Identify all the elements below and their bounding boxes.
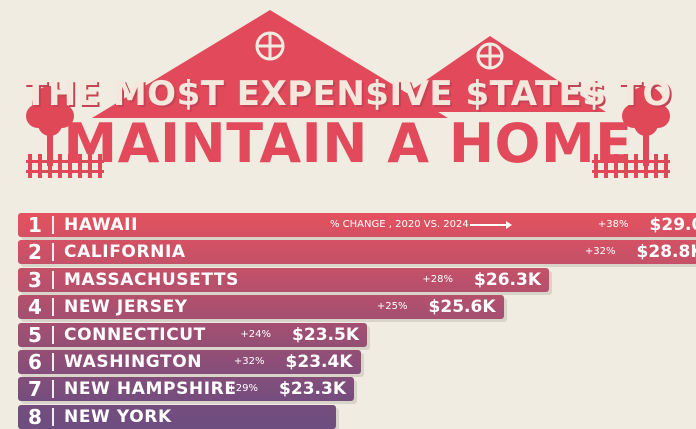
bar-value-label: $25.6K <box>428 297 496 318</box>
bar-divider <box>52 216 54 234</box>
bar-divider <box>52 270 54 289</box>
bar-rank: 1 <box>28 213 42 237</box>
arrow-icon <box>470 221 512 229</box>
bar-category-label: NEW HAMPSHIRE <box>64 379 237 400</box>
bar-change-label: +29% <box>227 383 258 395</box>
round-window-icon <box>476 42 504 70</box>
bar-category-label: HAWAII <box>64 215 139 235</box>
bar-rank: 3 <box>28 267 42 292</box>
bar-california: 2 CALIFORNIA $28.8K +32% <box>18 240 696 265</box>
fence-left <box>26 154 104 178</box>
bar-rank: 7 <box>28 377 42 402</box>
bar-value-label: $23.4K <box>285 352 353 372</box>
bar-category-label: CALIFORNIA <box>64 242 186 263</box>
right-roof <box>380 36 606 112</box>
left-roof-fill <box>108 20 432 110</box>
change-note: % CHANGE , 2020 VS. 2024 <box>330 219 469 230</box>
bar-category-label: MASSACHUSETTS <box>64 269 239 290</box>
bar-rank: 6 <box>28 350 42 374</box>
bar-change-label: +32% <box>584 246 616 258</box>
bar-washington: 6 WASHINGTON $23.4K +32% <box>18 350 361 374</box>
bar-rank: 4 <box>28 295 42 320</box>
bar-divider <box>52 407 54 426</box>
bar-divider <box>52 243 54 262</box>
bar-new-hampshire: 7 NEW HAMPSHIRE $23.3K +29% <box>18 377 354 402</box>
bar-category-label: NEW JERSEY <box>64 297 188 318</box>
bar-new-jersey: 4 NEW JERSEY $25.6K +25% <box>18 295 504 320</box>
bar-category-label: CONNECTICUT <box>64 324 206 345</box>
fence-right <box>592 154 670 178</box>
bar-divider <box>52 353 54 371</box>
bar-rank: 5 <box>28 322 42 347</box>
chart-title-line1: THE MO$T EXPEN$IVE $TATE$ TO <box>24 74 672 114</box>
tree-icon <box>26 86 74 166</box>
bar-change-label: +25% <box>376 301 408 313</box>
bar-new-york: 8 NEW YORK <box>18 404 336 429</box>
bar-change-label: +32% <box>233 356 265 367</box>
house-illustration <box>26 10 670 204</box>
bar-massachusetts: 3 MASSACHUSETTS $26.3K +28% <box>18 267 549 292</box>
bar-category-label: NEW YORK <box>64 406 172 427</box>
bar-divider <box>52 380 54 399</box>
tree-icon <box>622 86 670 166</box>
bar-divider <box>52 325 54 344</box>
bar-rank: 8 <box>28 404 42 429</box>
chart-title-line2: MAINTAIN A HOME <box>63 112 633 175</box>
bar-category-label: WASHINGTON <box>64 352 203 372</box>
bar-hawaii: 1 HAWAII $29.0K +38% % CHANGE , 2020 VS. 202… <box>18 213 696 237</box>
bar-value-label: $26.3K <box>474 269 541 290</box>
bar-chart: 1 HAWAII $29.0K +38% % CHANGE , 2020 VS. 202… <box>18 213 696 429</box>
bar-change-label: +28% <box>422 273 453 285</box>
bar-value-label: $23.3K <box>279 379 346 400</box>
bar-rank: 2 <box>28 240 42 265</box>
bar-change-label: +38% <box>597 219 629 230</box>
bar-value-label: $23.5K <box>292 324 359 345</box>
bar-change-label: +24% <box>240 328 271 340</box>
bar-connecticut: 5 CONNECTICUT $23.5K +24% <box>18 322 367 347</box>
bar-value-label: $28.8K <box>636 242 696 263</box>
bar-divider <box>52 298 54 317</box>
bar-value-label: $29.0K <box>649 215 696 235</box>
house-body <box>106 118 590 204</box>
round-window-icon <box>255 31 285 61</box>
